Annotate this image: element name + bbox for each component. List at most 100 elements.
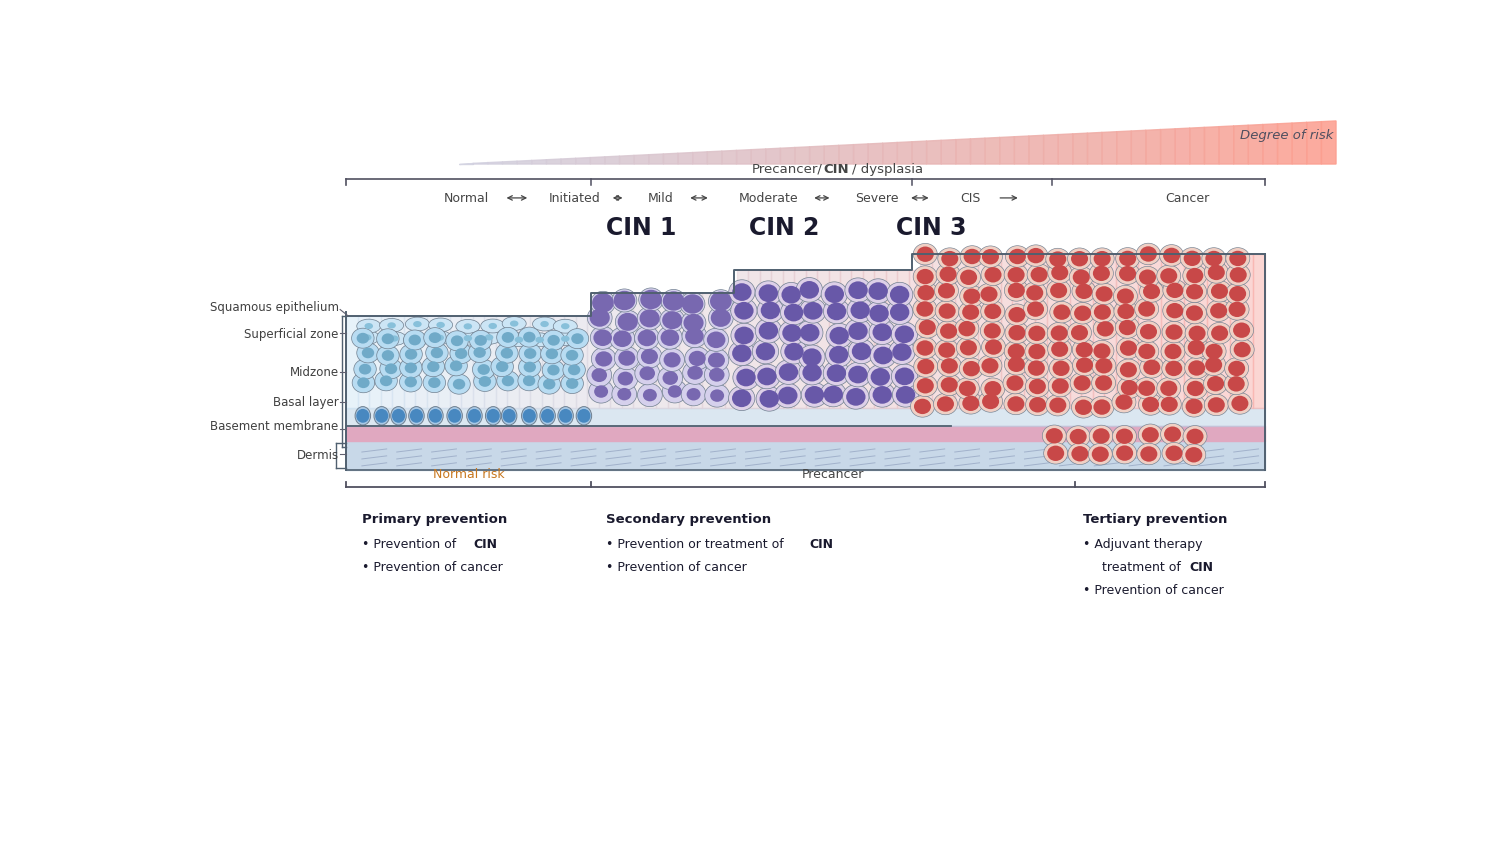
Ellipse shape: [957, 338, 981, 359]
Ellipse shape: [936, 264, 960, 286]
Ellipse shape: [1156, 266, 1180, 288]
Ellipse shape: [914, 356, 938, 378]
Bar: [886, 270, 897, 409]
Ellipse shape: [375, 410, 388, 424]
Bar: [724, 294, 736, 409]
Ellipse shape: [1166, 325, 1182, 340]
Ellipse shape: [591, 348, 616, 371]
Text: CIS: CIS: [960, 192, 981, 205]
Bar: [358, 316, 369, 409]
Ellipse shape: [390, 336, 399, 342]
Ellipse shape: [503, 318, 526, 331]
Ellipse shape: [568, 365, 580, 375]
Ellipse shape: [1068, 249, 1092, 270]
Ellipse shape: [1023, 299, 1047, 320]
Ellipse shape: [981, 320, 1005, 342]
Text: • Adjuvant therapy: • Adjuvant therapy: [1083, 537, 1202, 550]
Ellipse shape: [400, 345, 423, 365]
Ellipse shape: [729, 281, 754, 305]
Ellipse shape: [495, 344, 517, 363]
Ellipse shape: [1029, 326, 1045, 342]
Bar: [369, 316, 381, 409]
Ellipse shape: [934, 281, 958, 302]
Ellipse shape: [753, 340, 778, 364]
Ellipse shape: [507, 333, 531, 347]
Ellipse shape: [824, 362, 849, 386]
Ellipse shape: [450, 361, 462, 372]
Ellipse shape: [615, 347, 639, 370]
Ellipse shape: [1206, 251, 1222, 267]
Polygon shape: [1072, 134, 1088, 164]
Ellipse shape: [1156, 378, 1180, 400]
Ellipse shape: [1050, 302, 1074, 324]
Text: • Prevention of cancer: • Prevention of cancer: [362, 561, 502, 573]
Bar: [1070, 255, 1082, 409]
Ellipse shape: [821, 282, 848, 307]
Ellipse shape: [1138, 270, 1156, 286]
Ellipse shape: [1138, 302, 1155, 318]
Bar: [1000, 255, 1012, 409]
Ellipse shape: [1227, 377, 1245, 392]
Ellipse shape: [782, 340, 807, 364]
Ellipse shape: [427, 362, 439, 373]
Polygon shape: [752, 150, 766, 164]
Ellipse shape: [1008, 283, 1025, 299]
Ellipse shape: [1204, 394, 1228, 416]
Ellipse shape: [1023, 282, 1047, 304]
Ellipse shape: [540, 407, 555, 425]
Ellipse shape: [830, 346, 849, 364]
Ellipse shape: [374, 407, 390, 425]
Ellipse shape: [501, 332, 515, 344]
Ellipse shape: [1166, 304, 1184, 319]
Bar: [1126, 255, 1138, 409]
Ellipse shape: [1047, 281, 1071, 302]
Ellipse shape: [1116, 338, 1140, 360]
Polygon shape: [927, 141, 942, 164]
Ellipse shape: [981, 379, 1005, 400]
Ellipse shape: [1095, 359, 1113, 374]
Bar: [542, 316, 554, 409]
Ellipse shape: [984, 268, 1002, 283]
Ellipse shape: [1138, 344, 1155, 360]
Ellipse shape: [916, 379, 934, 394]
Ellipse shape: [1208, 398, 1225, 413]
Ellipse shape: [1113, 286, 1137, 307]
Ellipse shape: [1160, 269, 1178, 284]
Ellipse shape: [435, 335, 444, 341]
Ellipse shape: [776, 361, 801, 385]
Ellipse shape: [784, 305, 804, 322]
Ellipse shape: [376, 346, 399, 366]
Ellipse shape: [1070, 267, 1094, 288]
Text: CIN 2: CIN 2: [748, 216, 819, 240]
Polygon shape: [518, 161, 532, 164]
Ellipse shape: [1230, 320, 1254, 342]
Ellipse shape: [427, 378, 441, 388]
Ellipse shape: [663, 372, 678, 386]
Text: Normal: Normal: [444, 192, 489, 205]
Text: CIN: CIN: [824, 163, 849, 176]
Polygon shape: [884, 143, 897, 164]
Ellipse shape: [477, 365, 490, 375]
Ellipse shape: [850, 302, 870, 319]
Ellipse shape: [705, 363, 729, 387]
Ellipse shape: [963, 396, 980, 412]
Ellipse shape: [472, 360, 495, 380]
Ellipse shape: [1072, 282, 1096, 303]
Ellipse shape: [938, 284, 956, 299]
Bar: [472, 316, 484, 409]
Ellipse shape: [618, 388, 632, 401]
Ellipse shape: [890, 287, 909, 304]
Ellipse shape: [496, 362, 508, 373]
Bar: [530, 316, 542, 409]
Ellipse shape: [1050, 283, 1066, 299]
Text: Severe: Severe: [855, 192, 898, 205]
Ellipse shape: [801, 383, 828, 408]
Ellipse shape: [1005, 281, 1029, 302]
Bar: [921, 255, 932, 409]
Ellipse shape: [896, 369, 914, 386]
Ellipse shape: [1203, 374, 1227, 395]
Polygon shape: [897, 143, 912, 164]
Bar: [1185, 255, 1196, 409]
Ellipse shape: [732, 345, 752, 362]
Ellipse shape: [638, 384, 663, 407]
